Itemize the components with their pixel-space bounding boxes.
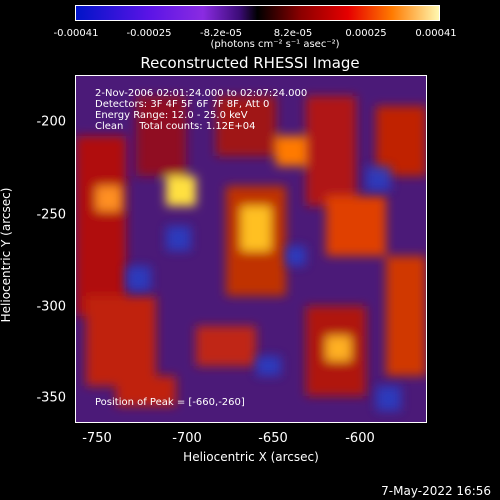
x-tick: -750: [82, 431, 112, 446]
y-tick: -200: [36, 114, 66, 130]
energy-range: Energy Range: 12.0 - 25.0 keV: [95, 110, 248, 121]
x-axis-label: Heliocentric X (arcsec): [183, 450, 319, 464]
clean-counts: Clean Total counts: 1.12E+04: [95, 121, 256, 132]
x-tick: -650: [258, 431, 288, 446]
observation-time: 2-Nov-2006 02:01:24.000 to 02:07:24.000: [95, 88, 308, 99]
image-heatmap: [76, 76, 426, 422]
image-title: Reconstructed RHESSI Image: [140, 54, 360, 72]
y-axis-label: Heliocentric Y (arcsec): [0, 187, 13, 323]
y-tick: -300: [36, 299, 66, 315]
x-tick: -600: [345, 431, 375, 446]
y-tick: -350: [36, 390, 66, 406]
peak-position: Position of Peak = [-660,-260]: [95, 397, 245, 408]
detectors-info: Detectors: 3F 4F 5F 6F 7F 8F, Att 0: [95, 99, 270, 110]
colorbar-tick: 8.2e-05: [273, 28, 313, 39]
colorbar-tick: 0.00025: [345, 28, 387, 39]
colorbar-tick: -0.00041: [53, 28, 99, 39]
timestamp-footer: 7-May-2022 16:56: [381, 484, 491, 498]
colorbar-tick: 0.00041: [415, 28, 457, 39]
colorbar-tick: -0.00025: [126, 28, 172, 39]
y-tick: -250: [36, 207, 66, 223]
x-tick: -700: [172, 431, 202, 446]
colorbar-units: (photons cm⁻² s⁻¹ asec⁻²): [210, 39, 340, 50]
colorbar-tick: -8.2e-05: [200, 28, 242, 39]
rhessi-image: [75, 75, 427, 423]
colorbar: [75, 5, 440, 21]
